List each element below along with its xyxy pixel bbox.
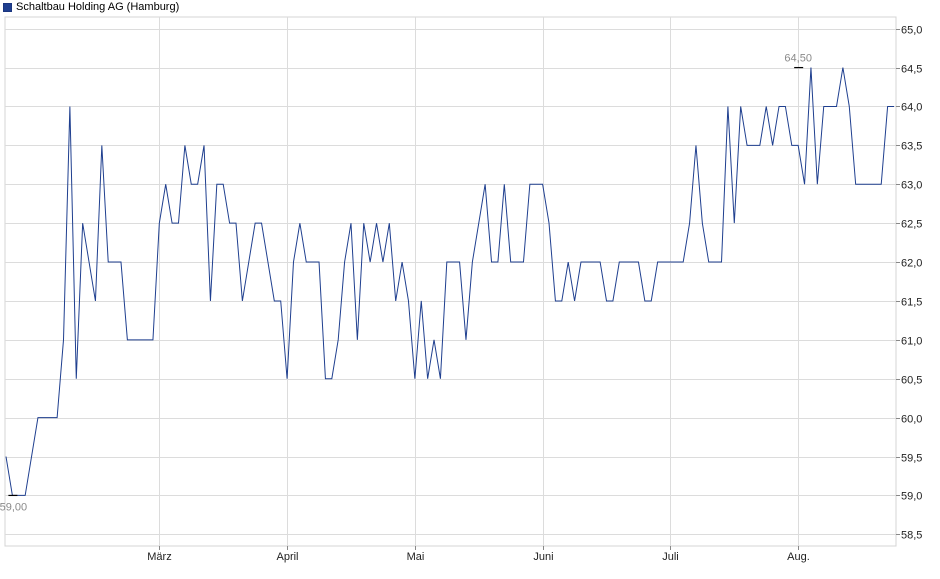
y-tick-label: 59,5	[901, 453, 922, 465]
x-tick-label: Mai	[407, 551, 425, 563]
y-tick-label: 62,5	[901, 219, 922, 231]
series-line	[5, 67, 894, 496]
y-tick-label: 60,5	[901, 375, 922, 387]
y-tick-label: 60,0	[901, 414, 922, 426]
x-tick-label: April	[276, 551, 298, 563]
x-tick-label: Aug.	[787, 551, 810, 563]
min-value-label: 59,00	[0, 501, 27, 513]
y-tick-label: 61,0	[901, 336, 922, 348]
legend-swatch	[3, 2, 12, 12]
x-tick-label: März	[147, 551, 171, 563]
y-tick-label: 63,0	[901, 180, 922, 192]
y-tick-label: 62,0	[901, 258, 922, 270]
legend: Schaltbau Holding AG (Hamburg)	[3, 0, 179, 14]
y-tick-label: 65,0	[901, 25, 922, 37]
y-tick-label: 64,5	[901, 64, 922, 76]
x-tick-label: Juni	[533, 551, 553, 563]
y-tick-label: 59,0	[901, 491, 922, 503]
y-tick-label: 61,5	[901, 297, 922, 309]
plot-frame	[4, 16, 897, 547]
max-value-label: 64,50	[784, 53, 812, 65]
y-tick-label: 58,5	[901, 530, 922, 542]
x-tick-label: Juli	[662, 551, 679, 563]
y-tick-label: 64,0	[901, 102, 922, 114]
y-tick-label: 63,5	[901, 141, 922, 153]
legend-label: Schaltbau Holding AG (Hamburg)	[16, 1, 180, 13]
